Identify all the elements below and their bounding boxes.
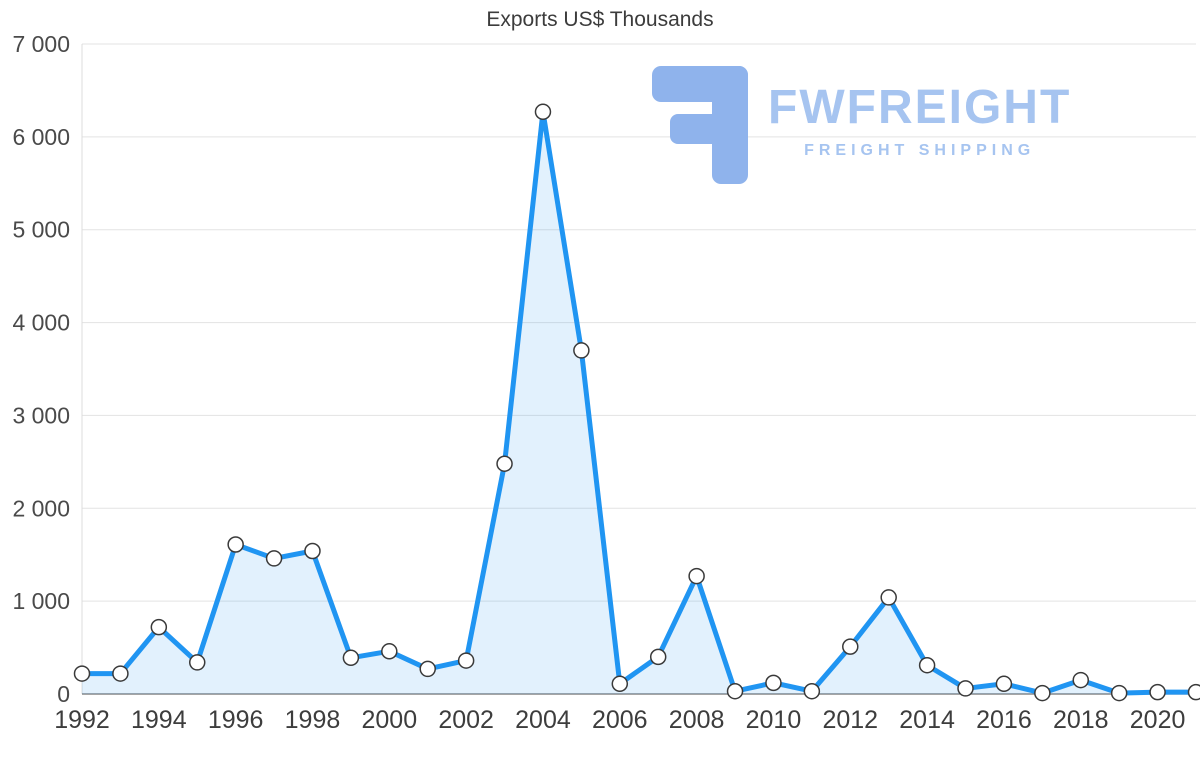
data-point-marker xyxy=(1149,683,1166,701)
data-point-marker xyxy=(995,675,1013,693)
y-tick-label: 5 000 xyxy=(12,217,70,243)
x-tick-label: 2008 xyxy=(669,706,725,734)
data-point-marker xyxy=(1110,684,1128,702)
y-tick-label: 1 000 xyxy=(12,588,70,614)
y-tick-label: 3 000 xyxy=(12,402,70,428)
data-point-marker xyxy=(419,660,436,678)
data-point-marker xyxy=(342,649,360,667)
data-point-marker xyxy=(611,675,629,693)
chart-title: Exports US$ Thousands xyxy=(486,8,714,31)
x-tick-label: 2016 xyxy=(976,706,1032,734)
data-point-marker xyxy=(918,656,936,674)
y-tick-label: 2 000 xyxy=(12,495,70,521)
data-point-marker xyxy=(765,674,782,692)
x-tick-label: 2018 xyxy=(1053,706,1109,734)
data-point-marker xyxy=(73,665,91,682)
x-tick-label: 2014 xyxy=(899,706,955,734)
y-tick-label: 6 000 xyxy=(12,124,70,150)
x-tick-label: 2004 xyxy=(515,706,571,734)
data-point-marker xyxy=(227,536,244,553)
data-point-marker xyxy=(842,638,859,655)
data-point-marker xyxy=(150,618,168,636)
data-point-marker xyxy=(1072,671,1090,689)
data-point-marker xyxy=(803,682,821,700)
x-tick-label: 1996 xyxy=(208,706,264,734)
data-point-marker xyxy=(188,654,206,671)
data-point-marker xyxy=(534,103,552,121)
y-tick-label: 7 000 xyxy=(12,31,70,57)
y-tick-label: 0 xyxy=(57,681,70,707)
x-tick-label: 2020 xyxy=(1130,706,1186,734)
data-point-marker xyxy=(496,455,513,472)
data-point-marker xyxy=(381,643,398,660)
data-point-marker xyxy=(265,550,283,567)
data-point-marker xyxy=(112,665,129,682)
data-point-marker xyxy=(649,648,667,666)
data-point-marker xyxy=(957,680,974,697)
x-tick-label: 1992 xyxy=(54,706,110,734)
x-tick-label: 2012 xyxy=(822,706,878,734)
data-point-marker xyxy=(1187,683,1200,701)
x-tick-label: 2006 xyxy=(592,706,648,734)
data-point-marker xyxy=(880,589,897,606)
data-point-marker xyxy=(726,682,744,700)
data-point-marker xyxy=(304,542,321,560)
x-tick-label: 1998 xyxy=(285,706,341,734)
data-point-marker xyxy=(457,652,475,669)
x-tick-label: 2010 xyxy=(746,706,802,734)
area-fill xyxy=(82,111,1196,695)
data-point-marker xyxy=(688,567,705,585)
x-tick-label: 2000 xyxy=(361,706,417,734)
y-tick-label: 4 000 xyxy=(12,310,70,336)
data-point-marker xyxy=(1034,684,1051,702)
data-point-marker xyxy=(573,342,590,359)
x-tick-label: 1994 xyxy=(131,706,187,734)
x-tick-label: 2002 xyxy=(438,706,494,734)
